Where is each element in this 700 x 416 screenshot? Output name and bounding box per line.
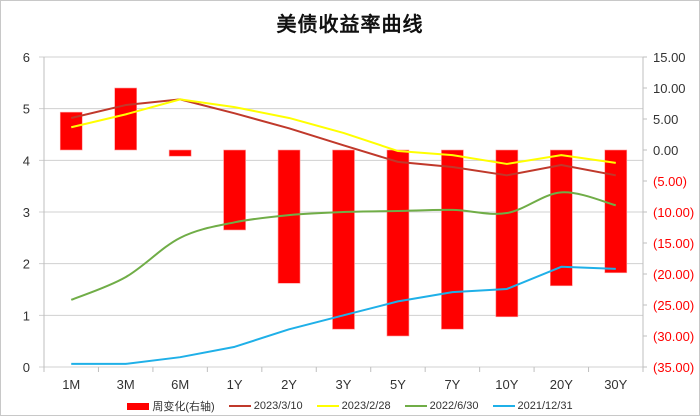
line-series-2023-3-10: [70, 98, 616, 177]
right-axis-tick: 5.00: [653, 112, 678, 127]
chart-title: 美债收益率曲线: [276, 12, 424, 36]
legend-label: 2022/6/30: [429, 400, 479, 412]
x-axis-label: 30Y: [604, 377, 627, 392]
chart-legend: 周变化(右轴) 2023/3/10 2023/2/28 2022/6/30 2021/1…: [0, 398, 700, 414]
legend-label: 2023/3/10: [253, 400, 303, 412]
left-axis-tick: 5: [23, 102, 30, 117]
x-axis-label: 20Y: [550, 377, 573, 392]
x-axis-label: 3Y: [336, 377, 352, 392]
left-axis-tick: 1: [23, 308, 30, 323]
bar-weekly-change: [114, 87, 137, 151]
line-series-2023-2-28: [70, 98, 616, 165]
bar-weekly-change: [59, 111, 83, 151]
left-axis-tick: 6: [23, 50, 30, 65]
bar-weekly-change: [386, 149, 410, 337]
left-axis-tick: 3: [23, 205, 30, 220]
left-axis-tick: 0: [23, 360, 30, 375]
legend-swatch: [404, 405, 427, 407]
line-series-2022-6-30: [70, 191, 617, 301]
x-axis-label: 6M: [171, 377, 189, 392]
x-axis-label: 3M: [117, 377, 135, 392]
line-series-2021-12-31: [71, 265, 616, 365]
x-axis-label: 5Y: [390, 377, 406, 392]
legend-item: 2023/3/10: [228, 400, 303, 412]
x-axis-label: 2Y: [281, 377, 297, 392]
right-axis-tick: (15.00): [653, 236, 694, 251]
legend-item: 周变化(右轴): [127, 398, 215, 414]
right-axis-tick: (30.00): [653, 329, 694, 344]
left-axis-tick: 4: [23, 153, 30, 168]
bar-weekly-change: [495, 149, 519, 318]
x-axis-label: 7Y: [444, 377, 460, 392]
right-axis-tick: (20.00): [653, 267, 694, 282]
legend-label: 2023/2/28: [341, 400, 391, 412]
right-axis-tick: (10.00): [653, 205, 694, 220]
legend-item: 2023/2/28: [316, 400, 391, 412]
bar-weekly-change: [168, 149, 192, 157]
bar-weekly-change: [332, 149, 355, 330]
right-axis-tick: 10.00: [653, 81, 686, 96]
x-axis-label: 10Y: [495, 377, 518, 392]
bar-weekly-change: [604, 149, 628, 274]
legend-swatch: [316, 405, 339, 407]
right-axis-tick: (25.00): [653, 298, 694, 313]
legend-swatch: [228, 405, 251, 407]
right-axis-tick: 0.00: [653, 143, 678, 158]
right-axis-tick: 15.00: [653, 50, 686, 65]
x-axis-label: 1Y: [227, 377, 243, 392]
legend-item: 2022/6/30: [404, 400, 479, 412]
legend-swatch: [492, 405, 515, 407]
x-axis-label: 1M: [62, 377, 80, 392]
legend-label: 周变化(右轴): [152, 401, 215, 413]
legend-swatch: [127, 402, 150, 410]
right-axis-tick: (35.00): [653, 360, 694, 375]
right-axis-tick: (5.00): [653, 174, 687, 189]
bar-weekly-change: [441, 149, 464, 330]
bar-weekly-change: [550, 149, 573, 287]
bar-weekly-change: [223, 149, 246, 231]
legend-item: 2021/12/31: [492, 400, 573, 412]
legend-label: 2021/12/31: [517, 400, 573, 412]
left-axis-tick: 2: [23, 257, 30, 272]
